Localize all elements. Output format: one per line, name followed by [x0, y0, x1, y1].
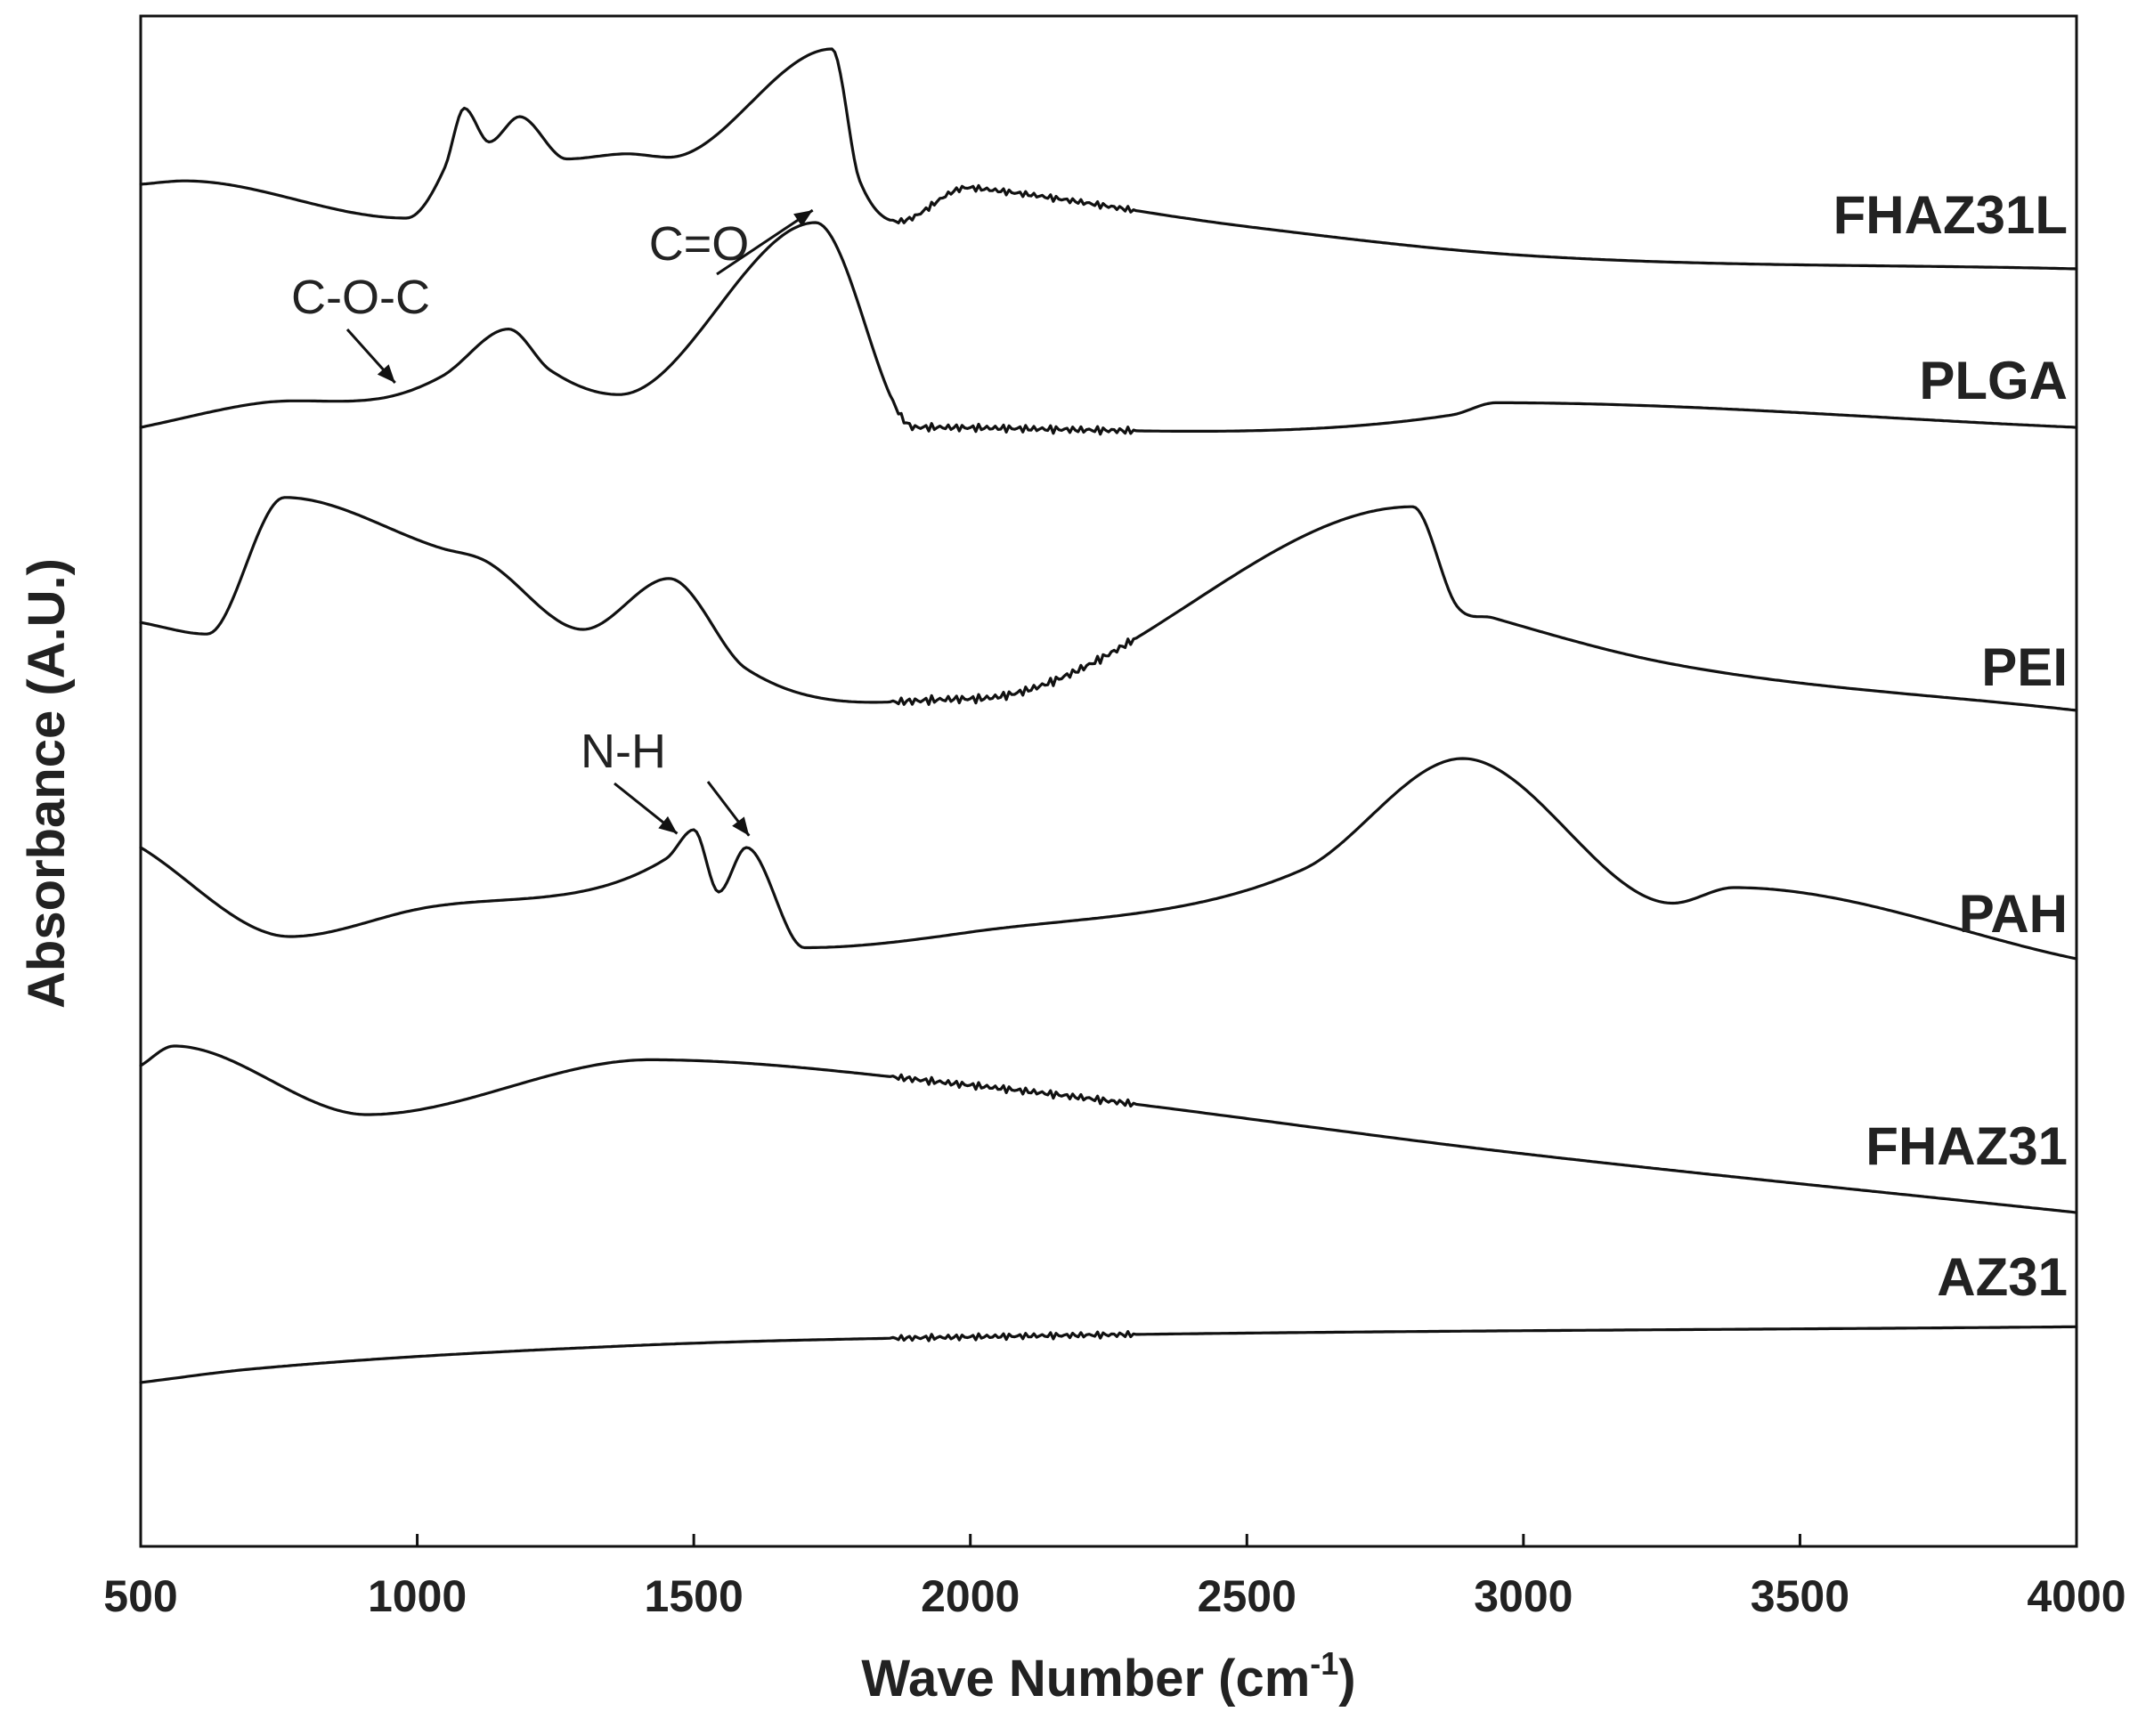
x-tick-label-2000: 2000	[921, 1571, 1020, 1621]
series-labels: FHAZ31L PLGA PEI PAH FHAZ31 AZ31	[1833, 185, 2068, 1307]
annotation-n-h: N-H	[581, 725, 666, 778]
series-label-plga: PLGA	[1919, 351, 2068, 410]
y-axis-title: Absorbance (A.U.)	[18, 558, 76, 1009]
annotation-arrowhead	[377, 364, 395, 384]
series-label-az31: AZ31	[1937, 1247, 2068, 1307]
series-label-pah: PAH	[1959, 884, 2068, 944]
plot-frame	[139, 14, 2078, 1548]
x-axis-ticks: 500 1000 1500 2000 2500 3000 3500 4000	[103, 1534, 2126, 1621]
x-tick-label-500: 500	[103, 1571, 177, 1621]
annotation-c-o-c: C-O-C	[291, 271, 430, 324]
x-tick-label-1500: 1500	[645, 1571, 744, 1621]
x-tick-label-3500: 3500	[1751, 1571, 1849, 1621]
series-label-fhaz31: FHAZ31	[1865, 1116, 2068, 1176]
trace-fhaz31	[139, 1044, 2078, 1214]
trace-plga	[139, 221, 2078, 436]
x-axis-title: Wave Number (cm-1)	[861, 1645, 1355, 1708]
annotation-c-o: C=O	[649, 217, 750, 271]
x-tick-label-1000: 1000	[368, 1571, 467, 1621]
spectrum-traces	[139, 47, 2078, 1384]
x-tick-label-4000: 4000	[2027, 1571, 2126, 1621]
annotation-arrowhead	[793, 210, 813, 227]
trace-fhaz31l	[139, 47, 2078, 271]
series-label-pei: PEI	[1981, 637, 2068, 697]
peak-annotations: C-O-C C=O N-H	[291, 208, 814, 837]
annotation-arrowhead	[658, 815, 678, 834]
annotation-arrowhead	[732, 816, 750, 836]
series-label-fhaz31l: FHAZ31L	[1833, 185, 2068, 245]
x-tick-label-2500: 2500	[1198, 1571, 1296, 1621]
trace-pei	[139, 496, 2078, 712]
annotation-arrow	[716, 208, 814, 276]
trace-az31	[139, 1325, 2078, 1384]
x-tick-label-3000: 3000	[1474, 1571, 1573, 1621]
trace-pah	[139, 757, 2078, 961]
